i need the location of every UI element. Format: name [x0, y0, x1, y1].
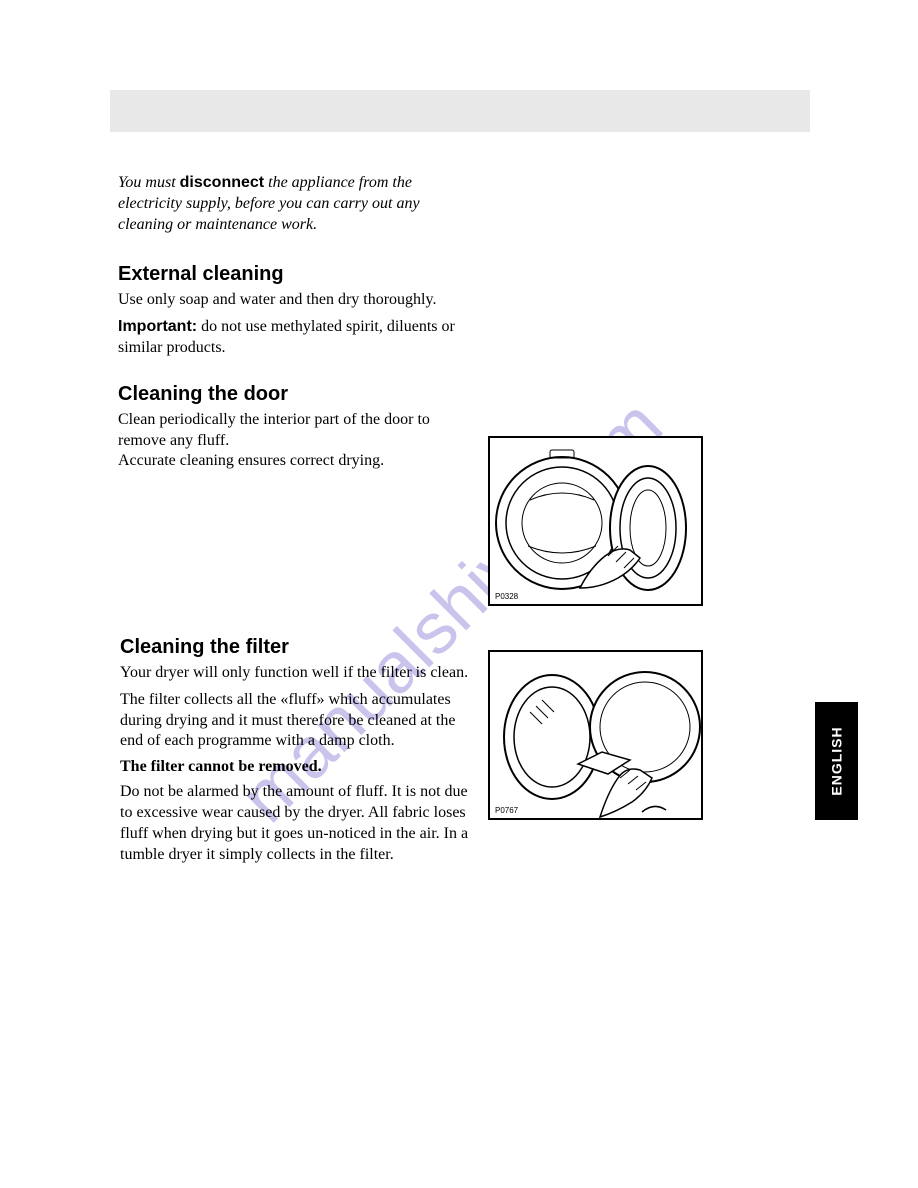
language-tab: ENGLISH: [815, 702, 858, 820]
filter-p3: Do not be alarmed by the amount of fluff…: [120, 782, 470, 865]
filter-p1: Your dryer will only function well if th…: [120, 663, 470, 684]
door-p2: Accurate cleaning ensures correct drying…: [118, 451, 468, 472]
filter-bold: The filter cannot be removed.: [120, 758, 470, 776]
filter-p2: The filter collects all the «fluff» whic…: [120, 690, 470, 752]
heading-door: Cleaning the door: [118, 383, 468, 406]
section-cleaning-filter: Cleaning the filter Your dryer will only…: [120, 636, 470, 871]
intro-pre: You must: [118, 174, 180, 191]
figure1-label: P0328: [495, 592, 518, 601]
header-band: [110, 90, 810, 132]
intro-bold: disconnect: [180, 174, 264, 191]
door-p1: Clean periodically the interior part of …: [118, 410, 468, 452]
figure2-label: P0767: [495, 806, 518, 815]
figure-door-cleaning: P0328: [488, 436, 703, 606]
language-tab-label: ENGLISH: [829, 726, 845, 795]
section-cleaning-door: Cleaning the door Clean periodically the…: [118, 383, 468, 472]
intro-paragraph: You must disconnect the appliance from t…: [118, 173, 468, 235]
section-external-cleaning: External cleaning Use only soap and wate…: [118, 263, 468, 358]
figure-filter-cleaning: P0767: [488, 650, 703, 820]
ext-p1: Use only soap and water and then dry tho…: [118, 290, 468, 311]
main-content: You must disconnect the appliance from t…: [118, 173, 468, 478]
important-label: Important:: [118, 318, 197, 335]
heading-external: External cleaning: [118, 263, 468, 286]
ext-important: Important: do not use methylated spirit,…: [118, 317, 468, 359]
manual-page: manualshive.com You must disconnect the …: [0, 0, 918, 1188]
heading-filter: Cleaning the filter: [120, 636, 470, 659]
